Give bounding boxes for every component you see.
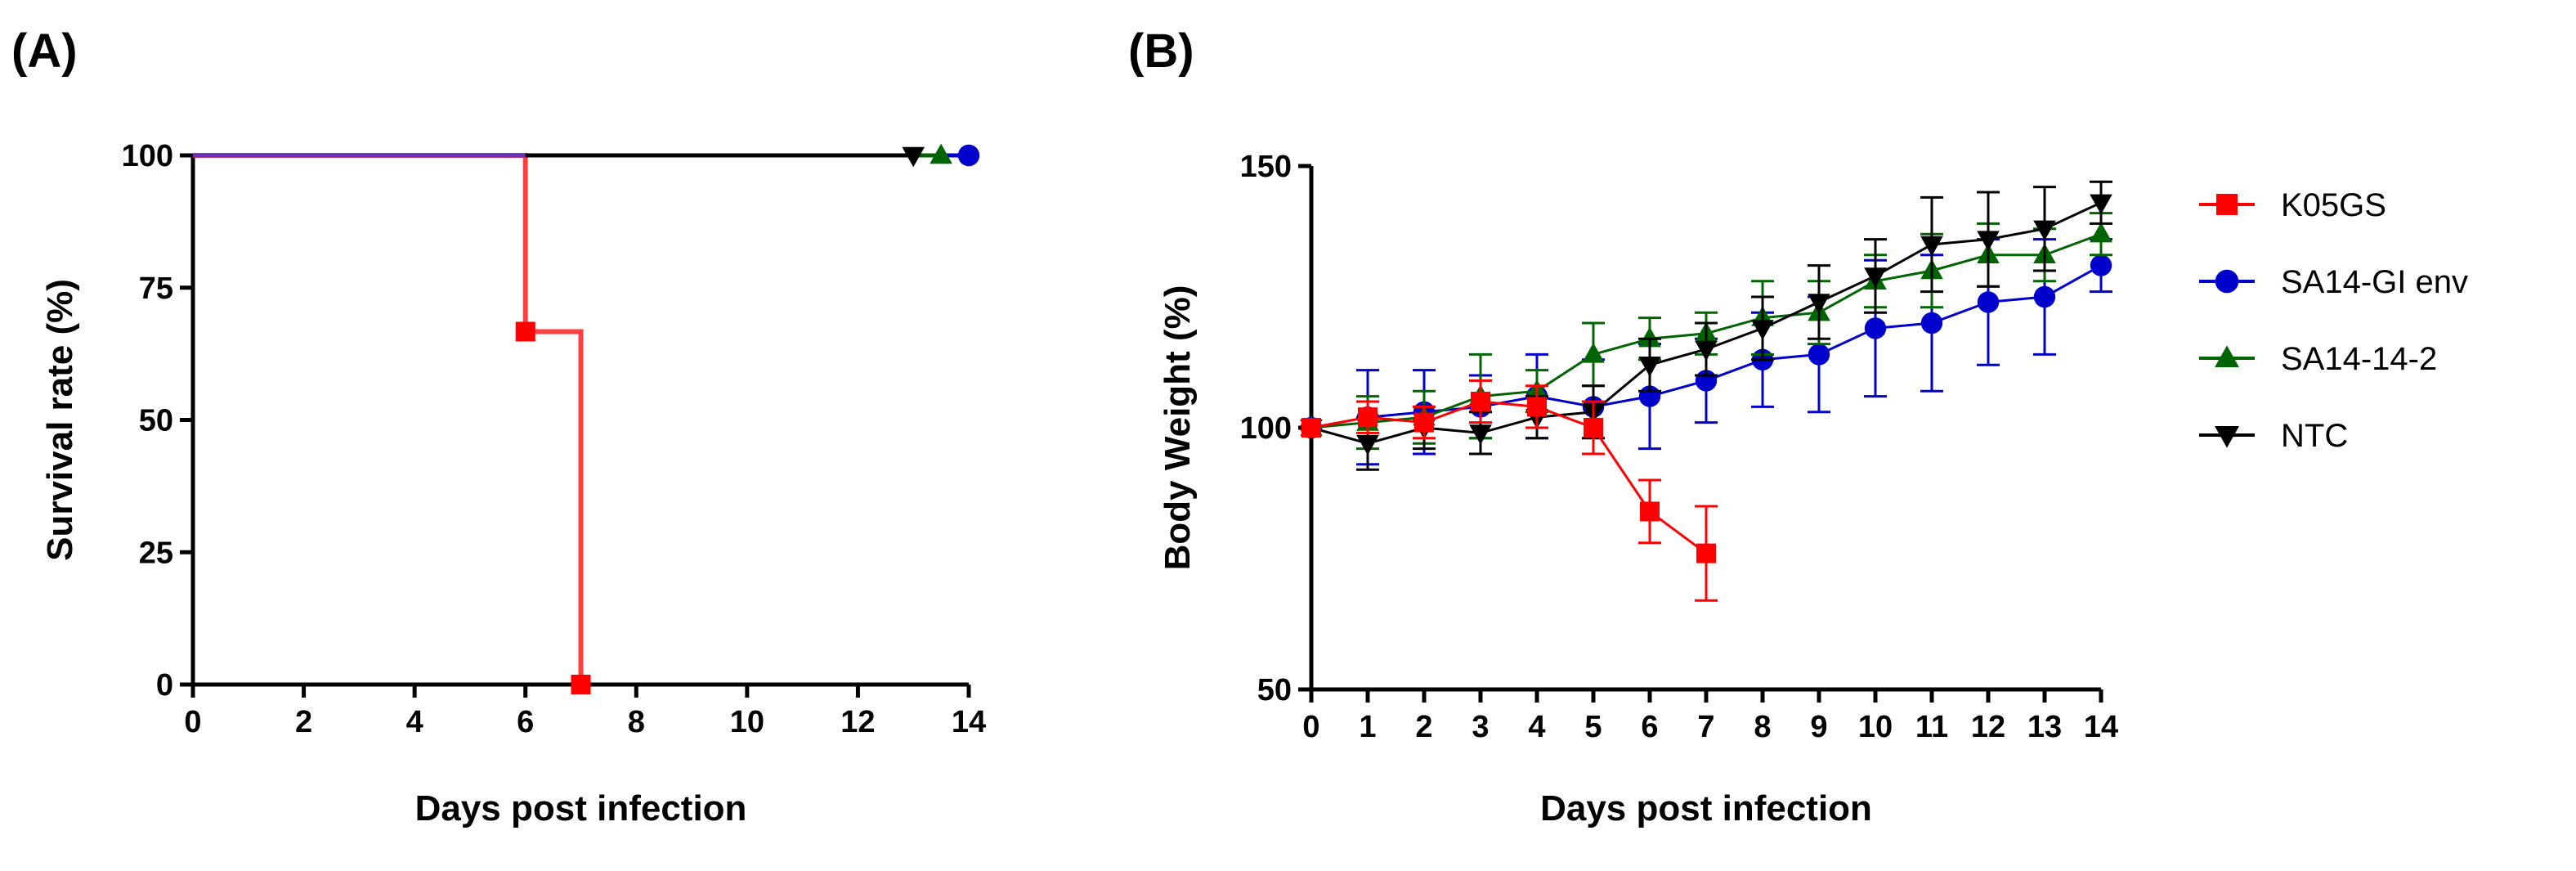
data-point [1471,392,1490,411]
x-tick-label: 5 [1584,710,1602,744]
data-point [1808,294,1830,314]
data-point [1527,397,1547,417]
x-tick-label: 6 [517,705,534,739]
legend-marker [2216,194,2238,215]
panel-b-label: (B) [1128,25,1194,78]
x-tick-label: 12 [840,705,875,739]
y-tick-label: 100 [1240,411,1292,446]
data-point [2090,254,2112,276]
y-tick-label: 150 [1240,150,1292,184]
x-tick-label: 4 [1528,710,1545,744]
x-tick-label: 6 [1641,710,1658,744]
legend-marker [2215,269,2239,294]
data-point [1638,357,1661,377]
legend: K05GS SA14-GI env SA14-14-2 NTC [2199,187,2468,454]
data-point [902,146,925,168]
data-point [2033,285,2056,308]
x-tick-label: 10 [1858,710,1893,744]
series-line [193,153,584,685]
data-point [930,143,952,164]
legend-item: SA14-14-2 [2199,341,2437,377]
x-tick-label: 8 [1754,710,1771,744]
data-point [571,675,591,694]
x-tick-label: 14 [2084,710,2118,744]
x-tick-label: 11 [1915,710,1948,744]
x-tick-label: 1 [1359,710,1376,744]
x-tick-label: 3 [1472,710,1489,744]
data-point [1414,412,1434,433]
x-tick-label: 12 [1971,710,2005,744]
data-point [1808,343,1830,366]
data-point [1751,320,1774,340]
data-point [1301,418,1321,438]
legend-marker [2215,425,2239,448]
legend-label: SA14-GI env [2281,264,2468,300]
y-tick-label: 100 [122,139,173,173]
panel-a: (A) 0 2 4 6 8 10 12 14 0 25 50 75 100 Days post infect… [11,25,986,828]
data-point [1695,340,1718,361]
x-axis-title: Days post infection [415,788,747,828]
panel-a-label: (A) [11,25,78,78]
y-tick-label: 75 [139,272,173,306]
y-tick-label: 50 [139,404,173,438]
series-k05gs [1301,379,1718,602]
data-point [2090,222,2112,243]
data-point [1356,435,1379,456]
x-tick-label: 10 [730,705,764,739]
data-point [1582,343,1605,363]
legend-label: NTC [2281,418,2348,454]
data-point [2033,220,2056,241]
y-tick-label: 50 [1257,673,1292,707]
x-tick-label: 2 [1415,710,1432,744]
x-tick-label: 7 [1697,710,1714,744]
series-k05gs [193,153,591,694]
x-axis-title: Days post infection [1540,788,1872,828]
legend-marker [2215,345,2239,368]
data-point [1696,543,1716,563]
y-tick-label: 25 [139,536,173,570]
legend-label: SA14-14-2 [2281,341,2437,377]
x-tick-label: 14 [952,705,986,739]
y-axis-title: Survival rate (%) [40,279,80,561]
y-tick-label: 0 [156,668,173,703]
x-tick-label: 0 [184,705,201,739]
data-point [1358,407,1378,428]
x-tick-label: 8 [628,705,645,739]
data-point [1977,291,2000,313]
legend-item: SA14-GI env [2199,264,2468,300]
x-tick-label: 9 [1810,710,1827,744]
data-point [957,144,980,167]
legend-item: NTC [2199,418,2348,454]
legend-label: K05GS [2281,187,2386,223]
data-point [2090,194,2112,215]
data-point [1640,501,1660,522]
data-point [515,321,535,342]
x-tick-label: 13 [2027,710,2062,744]
legend-item: K05GS [2199,187,2386,223]
data-point [1469,424,1492,445]
data-point [1864,317,1887,339]
data-point [1977,231,2000,251]
data-point [1584,418,1603,438]
data-point [1638,326,1661,348]
x-tick-label: 2 [295,705,312,739]
data-point [1920,312,1943,334]
y-axis-title: Body Weight (%) [1158,285,1198,571]
data-point [1864,267,1887,288]
data-point [1920,236,1943,257]
x-tick-label: 0 [1302,710,1319,744]
x-tick-label: 4 [406,705,423,739]
